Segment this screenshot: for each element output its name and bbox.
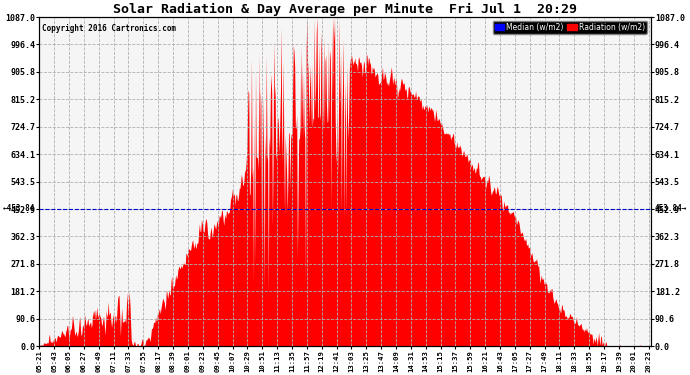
Title: Solar Radiation & Day Average per Minute  Fri Jul 1  20:29: Solar Radiation & Day Average per Minute… [113,3,577,16]
Legend: Median (w/m2), Radiation (w/m2): Median (w/m2), Radiation (w/m2) [493,21,647,34]
Text: 453.84→: 453.84→ [655,204,687,213]
Text: Copyright 2016 Cartronics.com: Copyright 2016 Cartronics.com [42,24,177,33]
Text: ←453.84: ←453.84 [3,204,35,213]
